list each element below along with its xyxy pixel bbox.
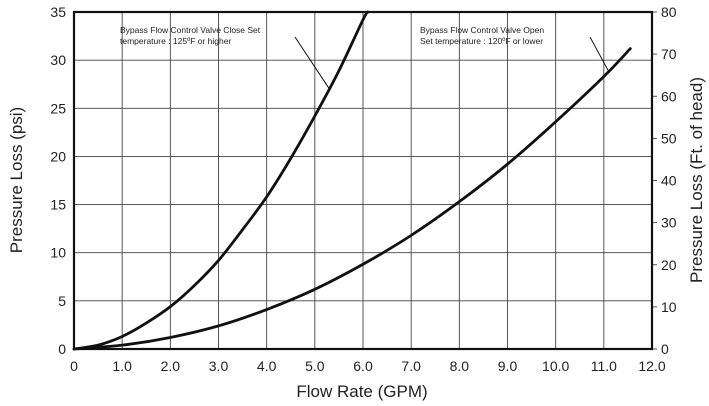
y-tick-label: 20 bbox=[50, 148, 66, 164]
x-tick-label: 8.0 bbox=[450, 358, 470, 374]
y-tick-label: 5 bbox=[58, 293, 66, 309]
y-tick-label: 25 bbox=[50, 100, 66, 116]
x-tick-label: 9.0 bbox=[498, 358, 518, 374]
x-tick-label: 4.0 bbox=[257, 358, 277, 374]
y-tick-label: 0 bbox=[58, 341, 66, 357]
open-valve-curve bbox=[72, 47, 632, 351]
x-tick-label: 11.0 bbox=[591, 358, 617, 374]
y2-tick-label: 80 bbox=[661, 4, 677, 20]
y2-tick-label: 30 bbox=[661, 215, 677, 231]
y2-tick-label: 70 bbox=[661, 46, 677, 62]
x-tick-label: 7.0 bbox=[401, 358, 421, 374]
y2-axis-title: Pressure Loss (Ft. of head) bbox=[687, 77, 706, 283]
plot-frame bbox=[72, 10, 654, 351]
y2-tick-label: 10 bbox=[661, 299, 677, 315]
y-tick-label: 10 bbox=[50, 245, 66, 261]
x-tick-label: 2.0 bbox=[161, 358, 181, 374]
annotation-text: Set temperature : 120ºF or lower bbox=[420, 36, 543, 46]
y2-tick-label: 20 bbox=[661, 257, 677, 273]
annotations: Bypass Flow Control Valve Close Settempe… bbox=[120, 25, 610, 90]
series-layer bbox=[72, 10, 632, 351]
y2-tick-label: 50 bbox=[661, 130, 677, 146]
x-tick-label: 0 bbox=[70, 358, 78, 374]
y-axis-title: Pressure Loss (psi) bbox=[7, 107, 26, 253]
y2-tick-label: 60 bbox=[661, 88, 677, 104]
x-tick-label: 12.0 bbox=[638, 358, 665, 374]
y-tick-label: 15 bbox=[50, 197, 66, 213]
annotation-leader-line bbox=[294, 36, 330, 90]
x-axis-title: Flow Rate (GPM) bbox=[296, 382, 427, 401]
tick-labels: 0 1.0 2.0 3.0 4.0 5.0 6.0 7.0 8.0 9.0 10.0 11.0 12.0… bbox=[50, 4, 676, 374]
y2-tick-label: 0 bbox=[661, 341, 669, 357]
x-tick-label: 10.0 bbox=[542, 358, 569, 374]
close-valve-curve bbox=[72, 10, 370, 351]
y-tick-label: 30 bbox=[50, 52, 66, 68]
annotation-text: Bypass Flow Control Valve Close Set bbox=[120, 25, 261, 35]
x-tick-label: 1.0 bbox=[112, 358, 132, 374]
x-tick-label: 6.0 bbox=[353, 358, 373, 374]
annotation-text: temperature : 125ºF or higher bbox=[120, 36, 231, 46]
x-tick-label: 3.0 bbox=[209, 358, 229, 374]
y2-tick-label: 40 bbox=[661, 173, 677, 189]
annotation-leader-line bbox=[589, 36, 610, 72]
x-tick-label: 5.0 bbox=[305, 358, 325, 374]
annotation-text: Bypass Flow Control Valve Open bbox=[420, 25, 544, 35]
y-tick-label: 35 bbox=[50, 4, 66, 20]
grid-lines bbox=[74, 11, 657, 350]
